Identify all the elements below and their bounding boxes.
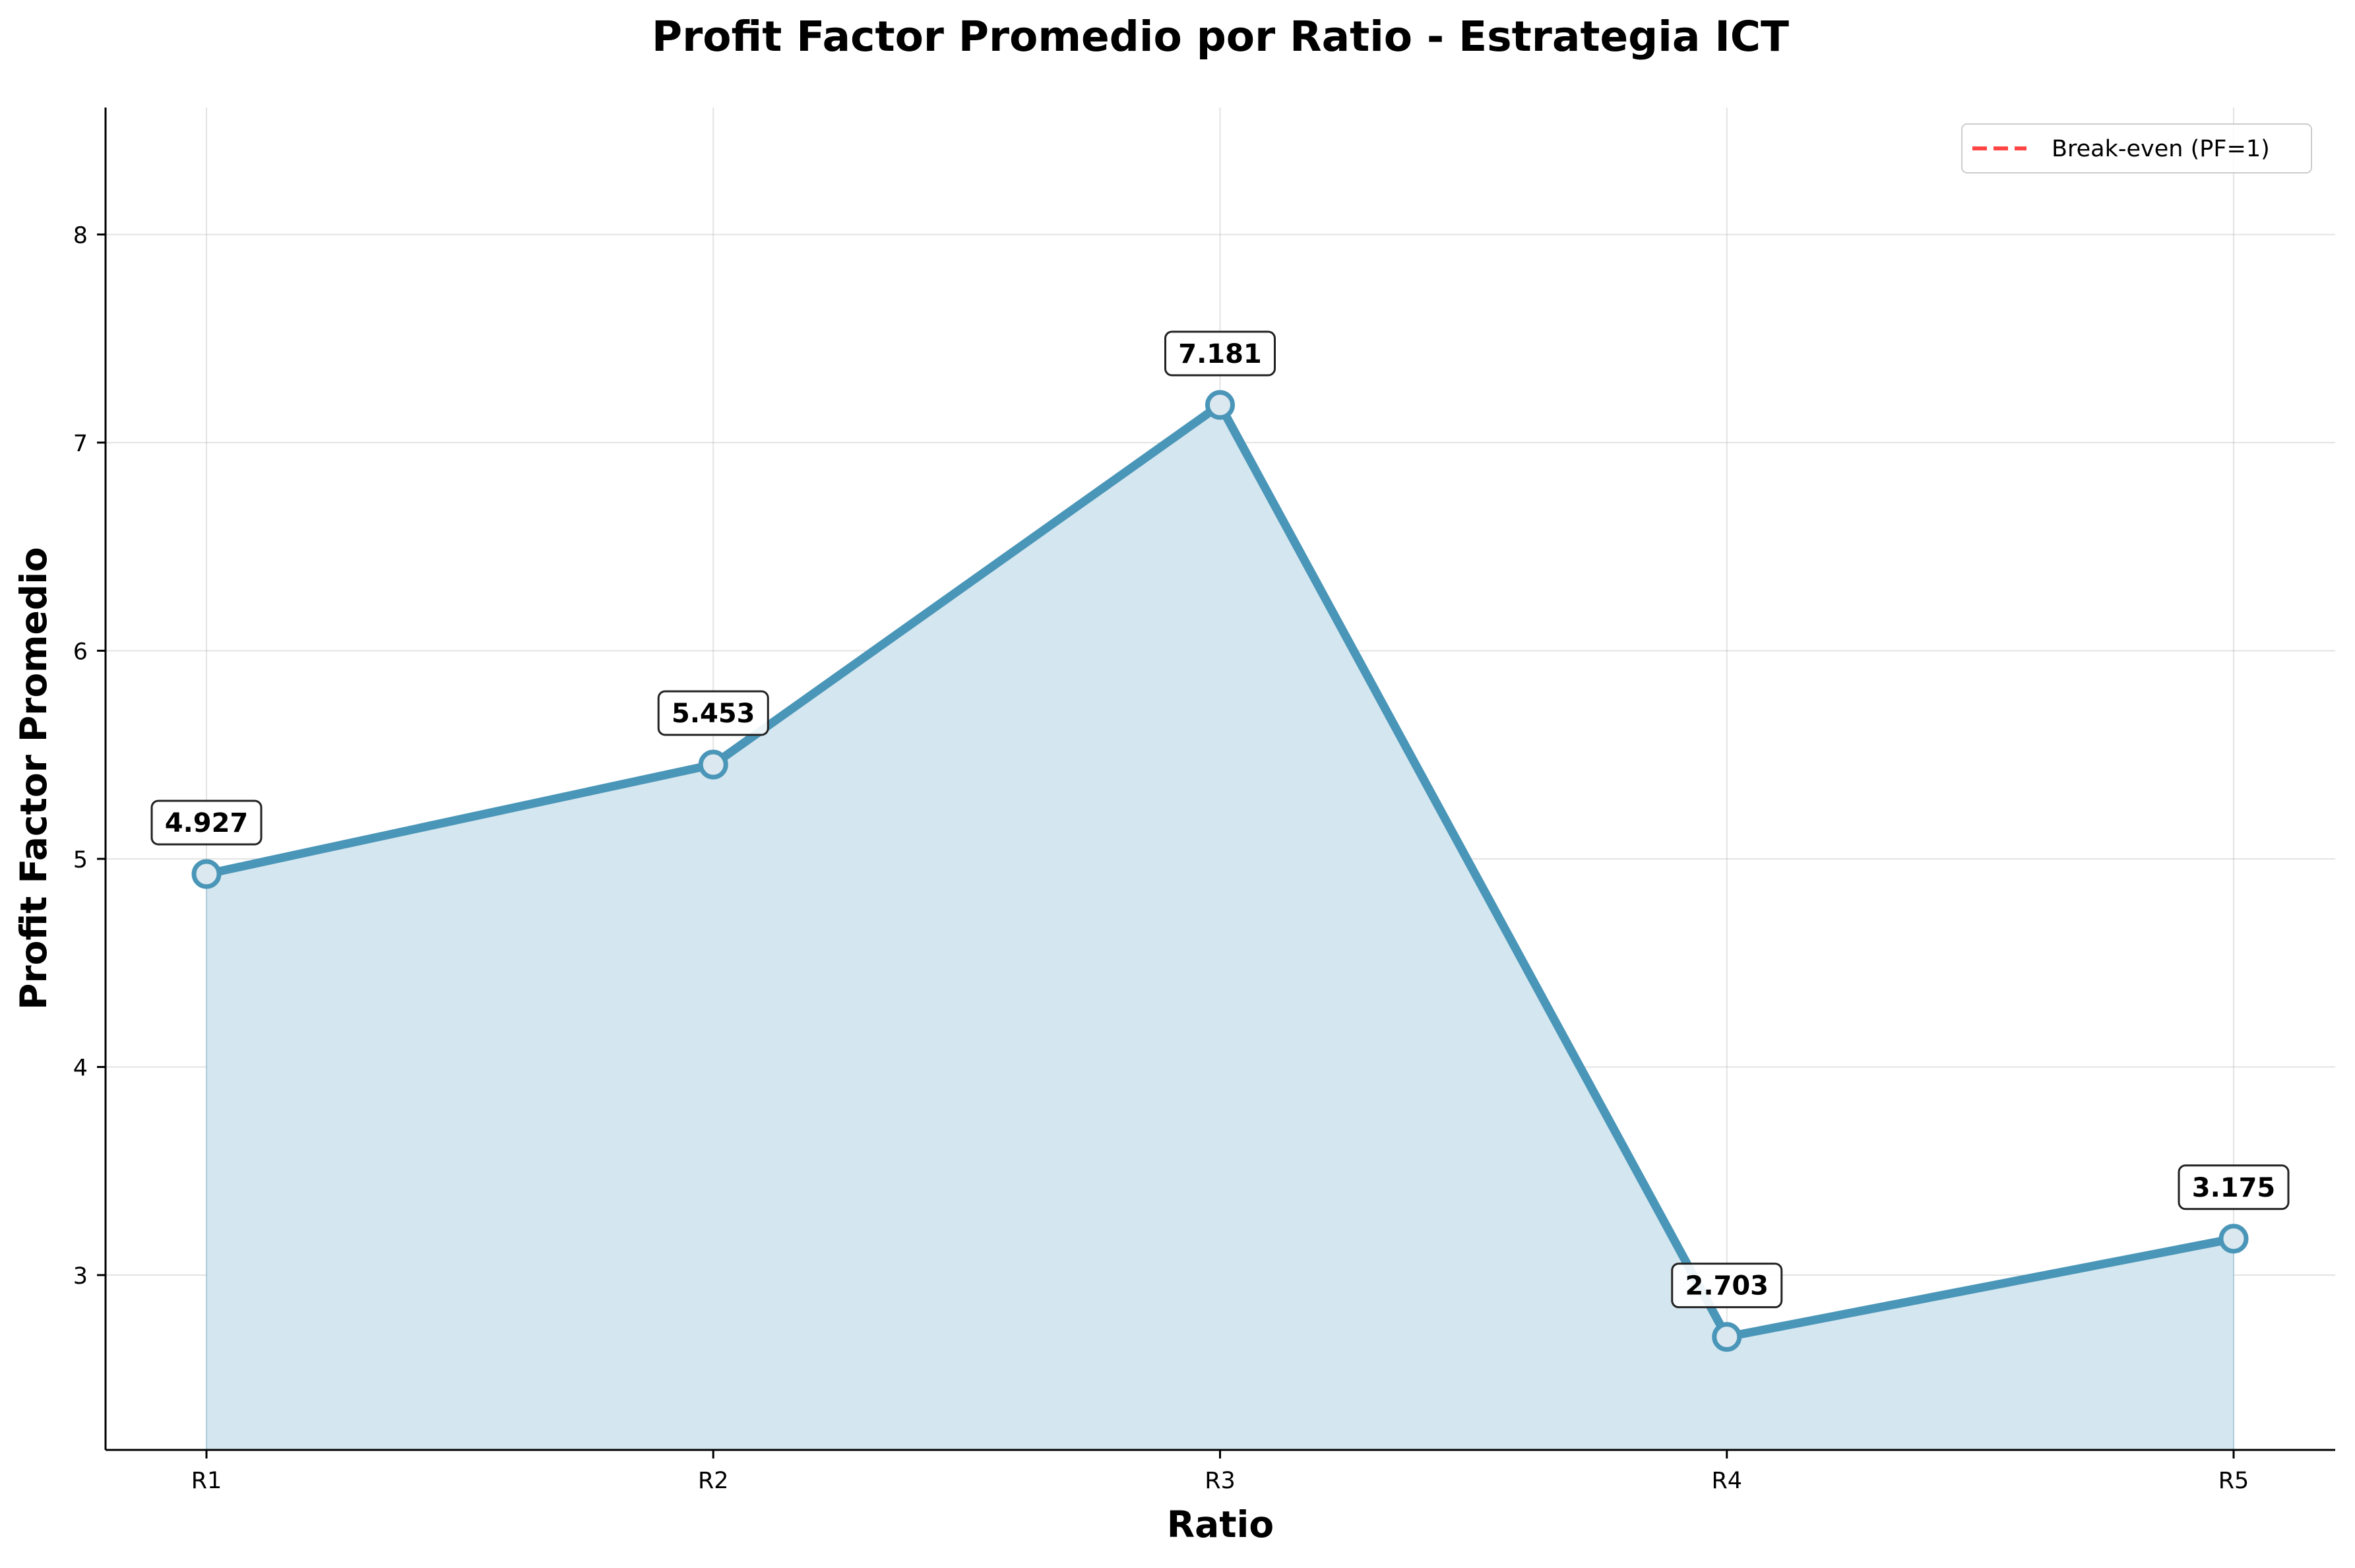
- chart-title: Profit Factor Promedio por Ratio - Estra…: [652, 13, 1789, 61]
- data-label-r5: 3.175: [2178, 1164, 2290, 1210]
- legend-label-break-even: Break-even (PF=1): [2052, 136, 2270, 162]
- legend-box: [1961, 123, 2312, 173]
- legend: Break-even (PF=1): [1961, 123, 2312, 173]
- data-label-r3: 7.181: [1164, 330, 1276, 377]
- y-tick-label: 3: [73, 1263, 88, 1290]
- data-label-box: [150, 800, 263, 846]
- data-label-box: [657, 690, 769, 736]
- x-tick-label-r4: R4: [1711, 1468, 1742, 1494]
- data-label-box: [1671, 1263, 1783, 1309]
- data-label-text: 7.181: [1178, 339, 1262, 369]
- data-label-r1: 4.927: [150, 800, 263, 846]
- y-tick-label: 8: [73, 222, 88, 249]
- x-tick-label-r1: R1: [191, 1468, 222, 1494]
- y-axis-ticks: 3 4 5 6 7 8: [73, 222, 106, 1290]
- data-point-r2: [698, 749, 728, 780]
- data-label-box: [2178, 1164, 2290, 1210]
- y-tick-label: 4: [73, 1055, 88, 1081]
- x-axis-ticks: R1 R2 R3 R4 R5: [191, 1450, 2249, 1494]
- data-label-text: 5.453: [672, 699, 755, 729]
- data-label-text: 2.703: [1685, 1271, 1769, 1301]
- data-point-r4: [1712, 1322, 1742, 1352]
- y-tick-label: 7: [73, 431, 88, 457]
- data-label-box: [1164, 330, 1276, 377]
- x-tick-label-r3: R3: [1205, 1468, 1236, 1494]
- data-point-r3: [1205, 390, 1235, 420]
- data-label-r4: 2.703: [1671, 1263, 1783, 1309]
- x-tick-label-r5: R5: [2218, 1468, 2249, 1494]
- y-axis-label: Profit Factor Promedio: [13, 547, 55, 1010]
- data-point-r5: [2218, 1224, 2249, 1254]
- x-axis-label: Ratio: [1167, 1503, 1274, 1546]
- x-tick-label-r2: R2: [698, 1468, 729, 1494]
- data-label-text: 3.175: [2192, 1173, 2276, 1203]
- y-tick-label: 5: [73, 847, 88, 873]
- y-tick-label: 6: [73, 639, 88, 665]
- data-labels: 4.927 5.453 7.181 2.703 3.175: [150, 330, 2290, 1309]
- series-markers: [191, 390, 2249, 1352]
- data-point-r1: [191, 859, 222, 889]
- data-label-r2: 5.453: [657, 690, 769, 736]
- data-label-text: 4.927: [165, 808, 249, 838]
